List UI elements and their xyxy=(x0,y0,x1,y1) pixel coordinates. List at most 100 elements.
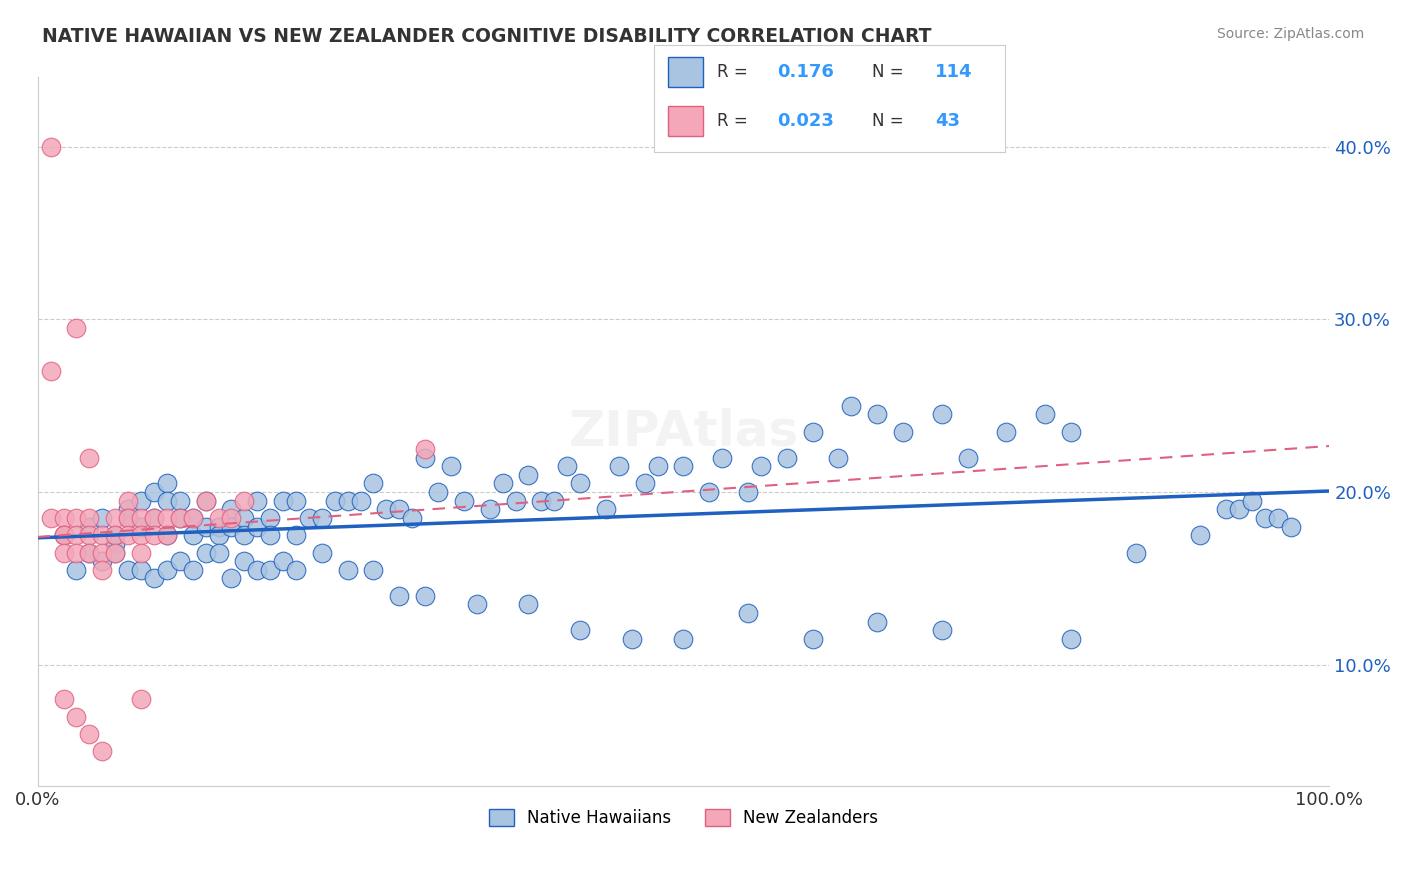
Point xyxy=(79,511,101,525)
Point xyxy=(79,545,101,559)
Point xyxy=(156,528,179,542)
Point xyxy=(492,476,515,491)
Point xyxy=(91,744,114,758)
Point xyxy=(142,511,165,525)
Point xyxy=(91,554,114,568)
Point xyxy=(271,493,294,508)
Point xyxy=(336,563,359,577)
Text: 43: 43 xyxy=(935,112,960,129)
Point xyxy=(375,502,398,516)
Point xyxy=(413,589,436,603)
Point xyxy=(647,459,669,474)
Point xyxy=(413,442,436,456)
Point xyxy=(169,511,191,525)
Point xyxy=(65,321,87,335)
Point xyxy=(129,511,152,525)
Point xyxy=(478,502,501,516)
Point xyxy=(129,528,152,542)
Point xyxy=(194,493,217,508)
Point xyxy=(543,493,565,508)
Point xyxy=(311,545,333,559)
Point xyxy=(221,519,243,533)
Point xyxy=(52,511,75,525)
Point xyxy=(246,563,269,577)
Point xyxy=(711,450,734,465)
Point xyxy=(79,519,101,533)
Point xyxy=(39,139,62,153)
Point xyxy=(1189,528,1212,542)
Point xyxy=(39,511,62,525)
Point xyxy=(65,563,87,577)
Point xyxy=(104,545,127,559)
Point xyxy=(271,554,294,568)
Point xyxy=(285,528,308,542)
Point xyxy=(323,493,346,508)
Point xyxy=(221,511,243,525)
Point xyxy=(65,511,87,525)
Point xyxy=(298,511,321,525)
Point xyxy=(697,485,720,500)
Point xyxy=(142,528,165,542)
Point xyxy=(181,528,204,542)
Point xyxy=(104,511,127,525)
Point xyxy=(363,563,385,577)
Point xyxy=(156,476,179,491)
Point xyxy=(595,502,617,516)
Point xyxy=(841,399,863,413)
Point xyxy=(620,632,643,646)
Point xyxy=(65,709,87,723)
Point xyxy=(142,572,165,586)
FancyBboxPatch shape xyxy=(668,105,703,136)
Point xyxy=(465,598,488,612)
Point xyxy=(117,493,139,508)
Point xyxy=(156,493,179,508)
Legend: Native Hawaiians, New Zealanders: Native Hawaiians, New Zealanders xyxy=(482,803,884,834)
Point xyxy=(285,493,308,508)
Point xyxy=(117,528,139,542)
Point xyxy=(505,493,527,508)
Point xyxy=(517,598,540,612)
Point xyxy=(65,545,87,559)
Point xyxy=(749,459,772,474)
Point xyxy=(776,450,799,465)
Point xyxy=(194,519,217,533)
Point xyxy=(1279,519,1302,533)
Point xyxy=(194,545,217,559)
Point xyxy=(801,632,824,646)
Point xyxy=(413,450,436,465)
Point xyxy=(39,364,62,378)
Point xyxy=(931,408,953,422)
Point xyxy=(65,528,87,542)
Point xyxy=(181,511,204,525)
Point xyxy=(156,511,179,525)
Point xyxy=(169,493,191,508)
Text: 0.176: 0.176 xyxy=(778,63,834,81)
Point xyxy=(931,624,953,638)
Point xyxy=(207,545,229,559)
Point xyxy=(363,476,385,491)
Point xyxy=(91,528,114,542)
Point xyxy=(349,493,371,508)
Point xyxy=(956,450,979,465)
Point xyxy=(336,493,359,508)
Point xyxy=(117,563,139,577)
Point xyxy=(388,589,411,603)
Point xyxy=(104,528,127,542)
Point xyxy=(1267,511,1289,525)
Point xyxy=(181,563,204,577)
Point xyxy=(401,511,423,525)
Point xyxy=(246,493,269,508)
Point xyxy=(995,425,1018,439)
Point xyxy=(285,563,308,577)
Point xyxy=(129,493,152,508)
Point xyxy=(142,485,165,500)
Point xyxy=(52,545,75,559)
Point xyxy=(866,615,889,629)
Point xyxy=(129,519,152,533)
Text: NATIVE HAWAIIAN VS NEW ZEALANDER COGNITIVE DISABILITY CORRELATION CHART: NATIVE HAWAIIAN VS NEW ZEALANDER COGNITI… xyxy=(42,27,932,45)
Text: 0.023: 0.023 xyxy=(778,112,834,129)
Point xyxy=(79,450,101,465)
Point xyxy=(427,485,450,500)
Text: 114: 114 xyxy=(935,63,973,81)
Point xyxy=(52,528,75,542)
